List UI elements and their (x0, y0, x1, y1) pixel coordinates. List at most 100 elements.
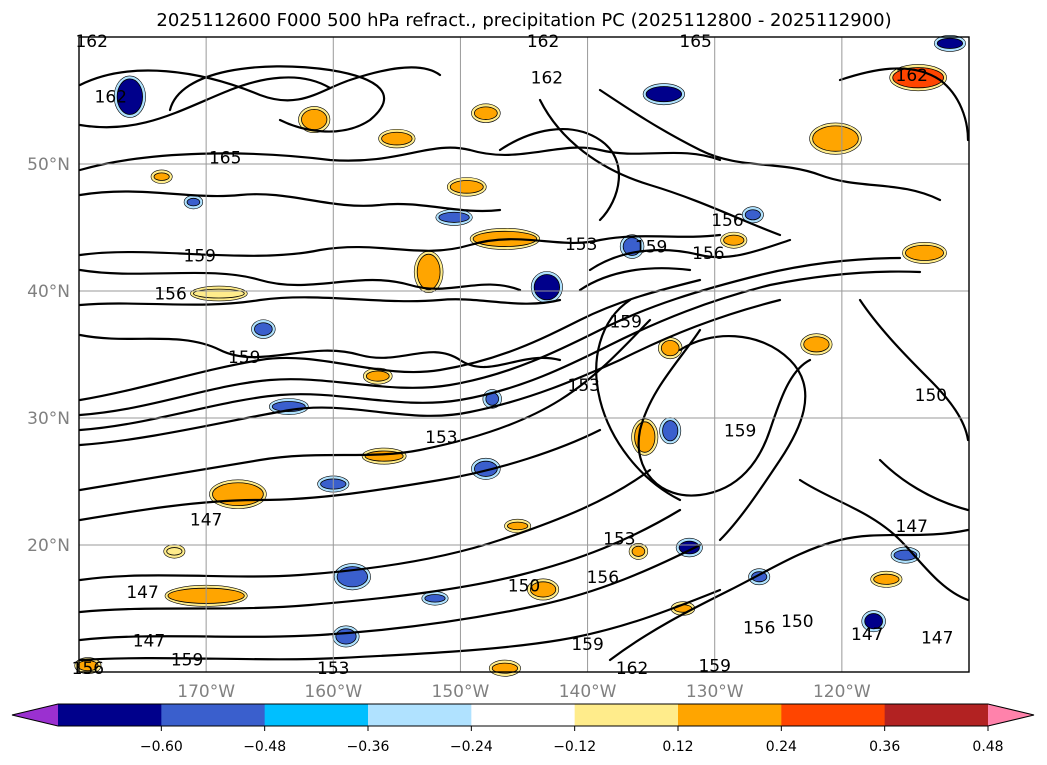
contour-label: 159 (171, 650, 203, 670)
precip-patch (186, 197, 201, 207)
contour-label: 156 (154, 285, 186, 305)
precip-patch (631, 545, 646, 557)
colorbar-tick-label: 0.48 (972, 739, 1003, 755)
colorbar-segment (471, 704, 576, 726)
chart-title: 2025112600 F000 500 hPa refract., precip… (156, 10, 891, 31)
contour-label: 156 (711, 211, 743, 231)
colorbar-tick-label: 0.12 (662, 739, 693, 755)
contour-label: 147 (921, 629, 953, 649)
contour-label: 150 (508, 577, 540, 597)
contour-label: 159 (635, 238, 667, 258)
contour-label: 156 (587, 568, 619, 588)
x-tick-label: 120°W (813, 682, 871, 702)
contour-label: 156 (72, 659, 104, 679)
contour-label: 159 (698, 657, 730, 677)
precip-patch (335, 628, 357, 645)
colorbar-tick-label: −0.60 (140, 739, 183, 755)
precip-patch (864, 613, 883, 630)
colorbar-segment (884, 704, 989, 726)
contour-label: 159 (228, 348, 260, 368)
contour-label: 156 (743, 619, 775, 639)
precip-patch (892, 67, 944, 89)
contour-label: 153 (603, 530, 635, 550)
contour-label: 159 (609, 312, 641, 332)
precip-patch (533, 274, 561, 301)
colorbar-segment (264, 704, 369, 726)
y-tick-label: 20°N (27, 536, 70, 556)
precip-patch (936, 37, 964, 49)
precip-patch (873, 573, 900, 585)
colorbar-outline (11, 703, 1035, 727)
contour-label: 162 (531, 69, 563, 89)
precip-patch (116, 78, 143, 115)
precip-patch (905, 244, 944, 261)
colorbar-tick-label: 0.24 (766, 739, 797, 755)
colorbar-segment (678, 704, 782, 726)
contour-label: 147 (896, 517, 928, 537)
contour-label: 162 (95, 88, 127, 108)
precip-patch (301, 108, 328, 131)
x-tick-label: 130°W (686, 682, 744, 702)
precip-patch (193, 288, 245, 299)
precip-patch (660, 340, 680, 357)
precip-patch (254, 322, 273, 336)
precip-patch (491, 662, 519, 674)
contour-label: 150 (781, 612, 813, 632)
colorbar-segment (368, 704, 472, 726)
precip-patch (365, 370, 390, 382)
precip-patch (449, 180, 484, 194)
contour-label: 150 (915, 386, 947, 406)
contour-label: 159 (571, 635, 603, 655)
contour-label: 162 (75, 32, 107, 52)
colorbar-tick-label: 0.36 (869, 739, 900, 755)
colorbar-tick-label: −0.12 (553, 739, 596, 755)
precip-patch (416, 253, 441, 291)
precip-patch (153, 172, 170, 181)
x-tick-label: 150°W (432, 682, 490, 702)
contour-label: 159 (184, 246, 216, 266)
colorbar-tick-label: −0.48 (243, 739, 286, 755)
contour-label: 156 (692, 244, 724, 264)
precip-patch (803, 336, 830, 353)
contour-label: 153 (425, 428, 457, 448)
colorbar-extend-high (988, 704, 1034, 726)
precip-patch (438, 211, 470, 223)
contour-label: 162 (616, 659, 648, 679)
contour-label: 162 (527, 32, 559, 52)
colorbar-segment (58, 704, 162, 726)
precip-patch (812, 125, 859, 152)
precip-patch (678, 540, 700, 555)
contour-label: 147 (133, 631, 165, 651)
contour-label: 147 (190, 511, 222, 531)
precip-patch (529, 581, 557, 598)
contour-label: 165 (679, 32, 711, 52)
x-axis-ticks: 170°W 160°W 150°W 140°W 130°W 120°W (177, 682, 871, 702)
precip-patch (424, 594, 446, 603)
precip-patch (662, 420, 679, 442)
precip-patch (751, 571, 768, 583)
map-grid (79, 37, 969, 672)
contour-label: 162 (896, 66, 928, 86)
y-tick-label: 50°N (27, 155, 70, 175)
contour-label: 147 (126, 583, 158, 603)
contour-label: 165 (209, 149, 241, 169)
contour-label: 153 (568, 376, 600, 396)
precip-patch (507, 521, 529, 531)
map-frame (78, 36, 970, 673)
precip-patch (723, 234, 745, 246)
contour-label: 147 (851, 625, 883, 645)
precip-patch (744, 209, 761, 221)
contour-label: 153 (565, 235, 597, 255)
x-tick-label: 170°W (177, 682, 235, 702)
contour-label: 159 (724, 422, 756, 442)
precip-patch (166, 547, 183, 556)
precip-patch (645, 86, 683, 103)
x-tick-label: 160°W (304, 682, 362, 702)
y-axis-ticks: 50°N 40°N 30°N 20°N (27, 155, 70, 556)
contour-label: 153 (317, 659, 349, 679)
colorbar-segment (574, 704, 679, 726)
colorbar: −0.60 −0.48 −0.36 −0.24 −0.12 0.12 0.24 0.36 0.4… (11, 703, 1035, 755)
colorbar-tick-label: −0.24 (450, 739, 493, 755)
refractivity-contours (78, 65, 970, 662)
precip-patch (474, 106, 498, 120)
